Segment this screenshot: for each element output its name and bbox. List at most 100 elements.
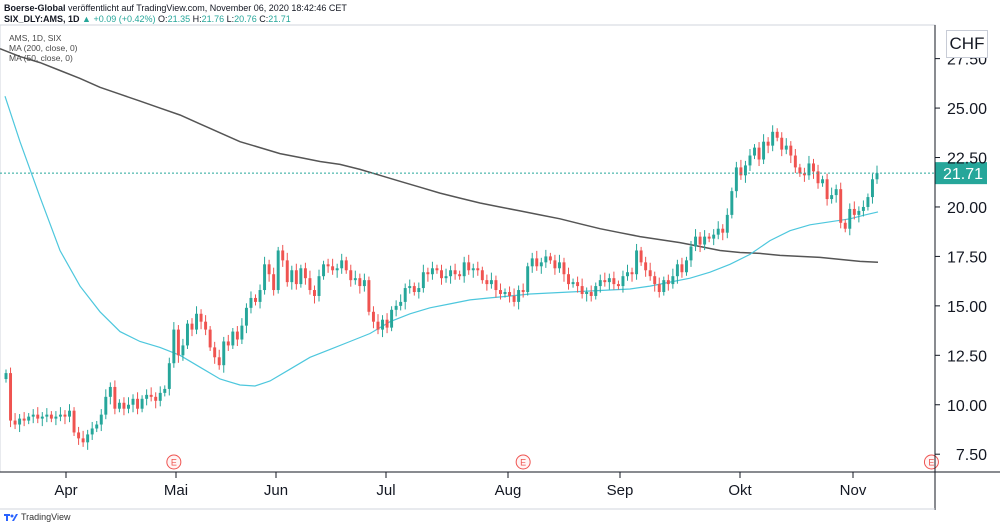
candle (86, 429, 90, 450)
candle-body (317, 276, 321, 296)
candle (875, 165, 879, 184)
candle (145, 389, 149, 406)
candle-body (458, 274, 462, 277)
y-tick-label: 17.50 (947, 249, 987, 266)
candle-body (807, 163, 811, 176)
ma50-series (4, 96, 879, 387)
candle (453, 263, 457, 280)
ma50-line (4, 96, 879, 387)
candle (326, 258, 330, 273)
candle-body (861, 206, 865, 211)
x-tick-label: Apr (54, 482, 77, 499)
candle-body (753, 147, 756, 156)
candle (698, 232, 702, 253)
y-tick-label: 7.50 (956, 447, 987, 464)
last-price-label-bg (935, 162, 987, 185)
candle-body (698, 236, 702, 245)
candle-body (421, 272, 425, 289)
candle (734, 161, 738, 198)
candle-body (285, 260, 289, 283)
candle-body (748, 155, 752, 166)
candle (780, 132, 784, 157)
candle-body (181, 345, 185, 356)
candle-body (95, 424, 99, 429)
candle (399, 294, 403, 311)
candle (653, 271, 657, 292)
candle-body (72, 410, 76, 433)
candle (739, 159, 743, 180)
candle (213, 341, 217, 364)
candle (857, 206, 861, 223)
candle-body (675, 264, 679, 277)
candle-body (18, 418, 22, 425)
candle-body (149, 394, 153, 397)
candle (585, 287, 589, 302)
candle-body (571, 282, 575, 285)
candle-body (626, 272, 629, 277)
candle-body (716, 228, 720, 235)
candle (31, 409, 35, 424)
candle (544, 249, 548, 268)
candle-body (793, 155, 797, 168)
candle-body (403, 288, 407, 302)
publisher: Boerse-Global (4, 3, 66, 13)
candle-body (335, 268, 339, 271)
candle (22, 412, 26, 427)
candle (176, 325, 180, 363)
candle (807, 155, 811, 180)
candle (852, 201, 856, 220)
candle (675, 259, 679, 284)
candle-body (775, 131, 779, 138)
candle (240, 318, 244, 345)
candle (530, 252, 534, 273)
candle (54, 411, 58, 426)
candle (358, 273, 362, 294)
candle-body (580, 286, 584, 294)
candle-body (848, 208, 852, 229)
candle-body (199, 313, 203, 322)
candle-body (607, 278, 611, 283)
candle (757, 142, 761, 167)
legend-ma50[interactable]: MA (50, close, 0) (9, 53, 73, 63)
candle (36, 407, 40, 424)
candle-body (671, 276, 675, 285)
currency-label[interactable]: CHF (946, 30, 988, 58)
candle-body (476, 268, 480, 271)
candle (181, 338, 185, 361)
candle (217, 349, 221, 370)
candle-body (172, 329, 176, 364)
candle (843, 219, 847, 233)
candle-body (344, 260, 348, 271)
candle-body (40, 416, 44, 419)
candle-body (349, 270, 353, 281)
candle (562, 257, 566, 282)
candle (163, 385, 167, 397)
candle-body (136, 398, 140, 409)
candle (521, 283, 525, 298)
candle (498, 283, 502, 300)
candle (231, 328, 235, 349)
x-tick-label: Jul (376, 482, 395, 499)
candle-body (371, 311, 375, 322)
candle (485, 274, 489, 291)
symbol: SIX_DLY:AMS, 1D (4, 14, 80, 24)
axes: 7.50 10.00 12.50 15.00 17.50 20.00 22.50 25.00 2… (0, 25, 1000, 510)
published-text: veröffentlicht auf TradingView.com, Nove… (68, 3, 347, 13)
candle-body (498, 290, 502, 294)
candle-body (612, 278, 616, 285)
candle (680, 257, 684, 278)
candle (222, 336, 226, 373)
candle-body (585, 292, 589, 294)
candle (489, 272, 493, 289)
candle (226, 334, 230, 351)
candle-body (430, 268, 434, 275)
candle-body (358, 278, 362, 287)
candle (9, 367, 13, 428)
candle (607, 273, 611, 290)
up-arrow-icon: ▲ (82, 14, 91, 24)
legend-ma200[interactable]: MA (200, close, 0) (9, 43, 78, 53)
candle-body (762, 141, 766, 160)
candle (440, 264, 443, 285)
candle-body (730, 191, 734, 215)
candle-body (630, 272, 634, 275)
